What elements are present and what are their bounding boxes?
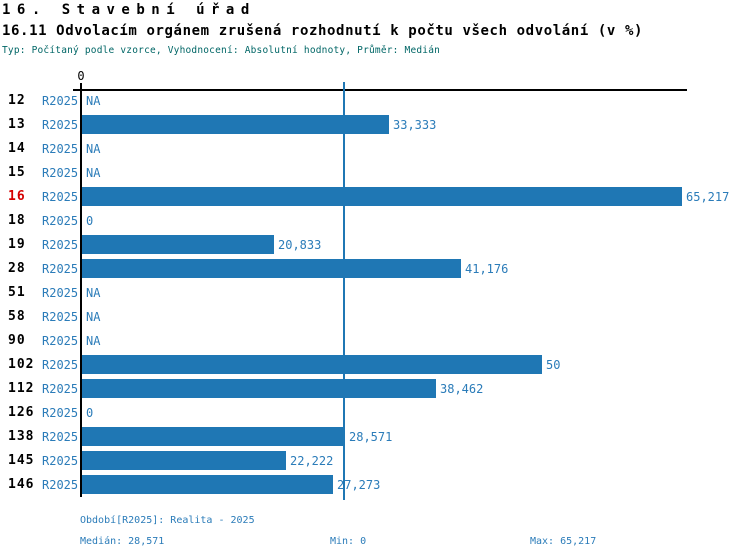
row-period-label: R2025 <box>42 214 79 228</box>
value-label: 41,176 <box>465 262 509 276</box>
value-label: 22,222 <box>290 454 334 468</box>
value-bar <box>82 115 389 134</box>
row-number-label: 16 <box>8 189 26 204</box>
row-period-label: R2025 <box>42 454 79 468</box>
value-label: 0 <box>86 214 94 228</box>
footer-period-line: Období[R2025]: Realita - 2025 <box>80 515 255 526</box>
chart-meta-line: Typ: Počítaný podle vzorce, Vyhodnocení:… <box>2 45 441 56</box>
row-period-label: R2025 <box>42 430 79 444</box>
x-axis-zero-tick-label: 0 <box>77 69 85 83</box>
row-period-label: R2025 <box>42 238 79 252</box>
row-period-label: R2025 <box>42 286 79 300</box>
footer-min-stat: Min: 0 <box>330 536 367 547</box>
footer-median-stat: Medián: 28,571 <box>80 536 165 547</box>
row-number-label: 28 <box>8 261 26 276</box>
table-row: 112 R2025 38,462 <box>0 377 750 401</box>
value-label: NA <box>86 286 101 300</box>
table-row: 90 R2025 NA <box>0 329 750 353</box>
row-number-label: 146 <box>8 477 35 492</box>
row-period-label: R2025 <box>42 334 79 348</box>
value-label: 27,273 <box>337 478 381 492</box>
row-number-label: 138 <box>8 429 35 444</box>
table-row: 102 R2025 50 <box>0 353 750 377</box>
row-number-label: 51 <box>8 285 26 300</box>
row-number-label: 13 <box>8 117 26 132</box>
value-label: NA <box>86 166 101 180</box>
table-row: 12 R2025 NA <box>0 89 750 113</box>
value-bar <box>82 451 286 470</box>
table-row: 51 R2025 NA <box>0 281 750 305</box>
value-bar <box>82 379 436 398</box>
row-period-label: R2025 <box>42 382 79 396</box>
table-row: 13 R2025 33,333 <box>0 113 750 137</box>
row-number-label: 15 <box>8 165 26 180</box>
value-bar <box>82 355 542 374</box>
row-period-label: R2025 <box>42 406 79 420</box>
table-row: 126 R2025 0 <box>0 401 750 425</box>
table-row: 14 R2025 NA <box>0 137 750 161</box>
row-number-label: 12 <box>8 93 26 108</box>
value-bar <box>82 259 461 278</box>
value-bar <box>82 235 274 254</box>
value-label: NA <box>86 334 101 348</box>
table-row: 146 R2025 27,273 <box>0 473 750 497</box>
footer-max-stat: Max: 65,217 <box>530 536 597 547</box>
median-line <box>343 82 345 500</box>
row-period-label: R2025 <box>42 166 79 180</box>
value-bar <box>82 475 333 494</box>
value-label: 50 <box>546 358 561 372</box>
row-period-label: R2025 <box>42 310 79 324</box>
row-number-label: 145 <box>8 453 35 468</box>
table-row: 28 R2025 41,176 <box>0 257 750 281</box>
row-period-label: R2025 <box>42 358 79 372</box>
row-number-label: 90 <box>8 333 26 348</box>
row-period-label: R2025 <box>42 142 79 156</box>
value-label: 28,571 <box>349 430 393 444</box>
table-row: 19 R2025 20,833 <box>0 233 750 257</box>
value-label: 38,462 <box>440 382 484 396</box>
value-label: NA <box>86 310 101 324</box>
value-label: NA <box>86 142 101 156</box>
row-period-label: R2025 <box>42 94 79 108</box>
value-label: 33,333 <box>393 118 437 132</box>
row-period-label: R2025 <box>42 262 79 276</box>
row-number-label: 112 <box>8 381 35 396</box>
row-period-label: R2025 <box>42 478 79 492</box>
value-label: NA <box>86 94 101 108</box>
table-row: 138 R2025 28,571 <box>0 425 750 449</box>
table-row: 18 R2025 0 <box>0 209 750 233</box>
row-period-label: R2025 <box>42 118 79 132</box>
row-number-label: 126 <box>8 405 35 420</box>
row-period-label: R2025 <box>42 190 79 204</box>
row-number-label: 14 <box>8 141 26 156</box>
table-row: 145 R2025 22,222 <box>0 449 750 473</box>
table-row: 16 R2025 65,217 <box>0 185 750 209</box>
row-number-label: 58 <box>8 309 26 324</box>
chart-title: 16.11 Odvolacím orgánem zrušená rozhodnu… <box>2 23 644 39</box>
value-label: 0 <box>86 406 94 420</box>
x-axis-line <box>73 89 687 91</box>
page-title: 16. Stavební úřad <box>2 2 256 18</box>
row-number-label: 102 <box>8 357 35 372</box>
y-axis-line <box>80 83 82 497</box>
row-number-label: 19 <box>8 237 26 252</box>
table-row: 15 R2025 NA <box>0 161 750 185</box>
value-label: 65,217 <box>686 190 730 204</box>
value-bar <box>82 187 682 206</box>
value-bar <box>82 427 345 446</box>
row-number-label: 18 <box>8 213 26 228</box>
table-row: 58 R2025 NA <box>0 305 750 329</box>
value-label: 20,833 <box>278 238 322 252</box>
